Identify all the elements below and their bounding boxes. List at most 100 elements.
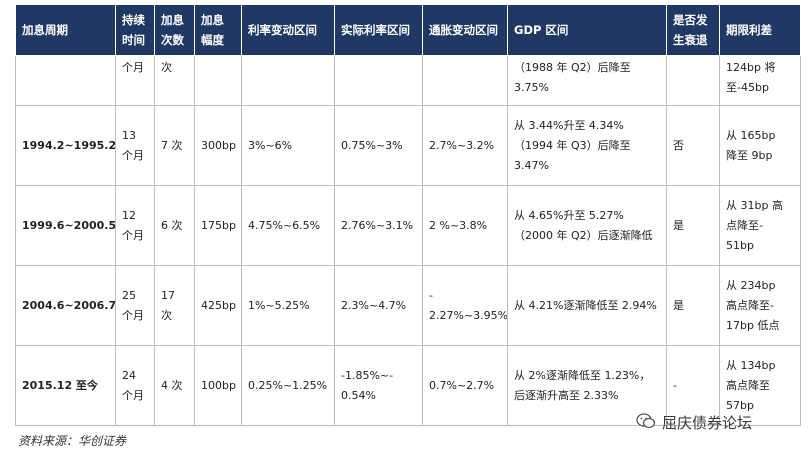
cell-text: 17bp 低点 (726, 318, 780, 332)
cell-rate-range (241, 55, 335, 106)
source-note: 资料来源：华创证券 (18, 434, 127, 448)
cell-text: 点降至- (726, 218, 763, 232)
cell-inflation-range (422, 55, 508, 106)
cell-rate-range: 1%~5.25% (241, 265, 335, 346)
cell-text: 1994.2~1995.2 (22, 138, 116, 152)
header-gdp-range: GDP 区间 (507, 4, 667, 56)
cell-term-spread: 从 165bp 降至 9bp (719, 105, 801, 186)
cell-hike-count: 6 次 (154, 185, 195, 266)
header-row: 加息周期 持续 时间 加息 次数 加息 幅度 利率变动区间 实际利率区间 通胀变动区间… (15, 4, 801, 56)
cell-hike-size (194, 55, 242, 106)
cell-text: 0.25%~1.25% (248, 378, 328, 392)
cell-text: 从 234bp (726, 278, 776, 292)
header-hike-count: 加息 次数 (154, 4, 195, 56)
header-text: GDP 区间 (514, 23, 569, 37)
cell-text: 高点降至 (726, 378, 770, 392)
cell-text: 从 2%逐渐降低至 1.23%， (514, 368, 651, 382)
cell-text: 从 31bp 高 (726, 198, 783, 212)
cell-term-spread: 从 134bp 高点降至 57bp (719, 345, 801, 426)
cell-text: 2.7%~3.2% (429, 138, 495, 152)
cell-text: （1994 年 Q3）后降至 (514, 138, 631, 152)
cell-text: 124bp 将 (726, 61, 776, 74)
cell-text: 从 3.44%升至 4.34% (514, 118, 624, 132)
header-recession: 是否发 生衰退 (666, 4, 720, 56)
cell-text: 57bp (726, 398, 754, 412)
cell-text: 0.75%~3% (341, 138, 403, 152)
cell-text: 个月 (122, 148, 144, 162)
cell-text: 从 4.65%升至 5.27% (514, 208, 624, 222)
cell-recession: 否 (666, 105, 720, 186)
header-real-rate-range: 实际利率区间 (334, 4, 423, 56)
cell-real-rate-range: 0.75%~3% (334, 105, 423, 186)
cell-text: -1.85%~- (341, 368, 394, 382)
cell-text: 从 134bp (726, 358, 776, 372)
cell-text: 0.7%~2.7% (429, 378, 495, 392)
cell-recession (666, 55, 720, 106)
cell-text: 后逐渐升高至 2.33% (514, 388, 619, 402)
cell-text: 24 (122, 368, 136, 382)
table-row: 2015.12 至今 24 个月 4 次 100bp 0.25%~1.25% -1… (15, 345, 801, 426)
cell-text: 2.76%~3.1% (341, 218, 414, 232)
header-text: 期限利差 (726, 23, 772, 37)
cell-rate-range: 0.25%~1.25% (241, 345, 335, 426)
cell-text: 13 (122, 128, 136, 142)
header-text: 生衰退 (673, 33, 708, 47)
cell-text: 17 (161, 288, 175, 302)
table-row: 1994.2~1995.2 13 个月 7 次 300bp 3%~6% 0.75%… (15, 105, 801, 186)
cell-duration: 25 个月 (115, 265, 155, 346)
cell-recession: 是 (666, 185, 720, 266)
header-text: 是否发 (673, 13, 708, 27)
cell-text: 2.27%~3.95% (429, 308, 508, 322)
cell-text: 1999.6~2000.5 (22, 218, 116, 232)
header-text: 时间 (122, 33, 145, 47)
cell-term-spread: 从 31bp 高点降至- 51bp (719, 185, 801, 266)
cell-text: 1%~5.25% (248, 298, 310, 312)
cell-duration: 12 个月 (115, 185, 155, 266)
cell-period: 2015.12 至今 (15, 345, 116, 426)
wechat-icon (636, 412, 656, 433)
cell-text: 425bp (201, 298, 236, 312)
cell-hike-count: 次 (154, 55, 195, 106)
table-row: 个月 次 （1988 年 Q2）后降至 3.75% 124bp 将至-45bp (15, 55, 801, 106)
cell-text: 从 165bp (726, 128, 776, 142)
cell-duration: 个月 (115, 55, 155, 106)
cell-period: 1994.2~1995.2 (15, 105, 116, 186)
cell-text: 2004.6~2006.7 (22, 298, 116, 312)
header-text: 持续 (122, 13, 145, 27)
cell-text: 300bp (201, 138, 236, 152)
header-text: 幅度 (201, 33, 224, 47)
cell-recession: 是 (666, 265, 720, 346)
cell-text: 高点降至- (726, 298, 774, 312)
cell-gdp-range: 从 4.65%升至 5.27% （2000 年 Q2）后逐渐降低 (507, 185, 667, 266)
cell-text: （2000 年 Q2）后逐渐降低 (514, 228, 653, 242)
header-term-spread: 期限利差 (719, 4, 801, 56)
cell-text: 3.75% (514, 81, 549, 94)
cell-real-rate-range: 2.76%~3.1% (334, 185, 423, 266)
cell-rate-range: 3%~6% (241, 105, 335, 186)
cell-term-spread: 124bp 将至-45bp (719, 55, 801, 106)
header-text: 加息周期 (22, 23, 68, 37)
cell-text: 是 (673, 298, 684, 312)
cell-text: （1988 年 Q2）后降至 (514, 61, 631, 74)
cell-text: 次 (161, 308, 172, 322)
cell-text: 7 次 (161, 138, 183, 152)
watermark-text: 屈庆债券论坛 (662, 414, 753, 432)
cell-gdp-range: 从 3.44%升至 4.34% （1994 年 Q3）后降至 3.47% (507, 105, 667, 186)
cell-text: 6 次 (161, 218, 183, 232)
cell-duration: 13 个月 (115, 105, 155, 186)
cell-gdp-range: （1988 年 Q2）后降至 3.75% (507, 55, 667, 106)
cell-text: 175bp (201, 218, 236, 232)
cell-text: 2015.12 至今 (22, 378, 98, 392)
cell-real-rate-range (334, 55, 423, 106)
header-text: 次数 (161, 33, 184, 47)
header-text: 加息 (161, 13, 184, 27)
cell-text: 从 4.21%逐渐降低至 2.94% (514, 298, 657, 312)
rate-hike-cycles-table: 加息周期 持续 时间 加息 次数 加息 幅度 利率变动区间 实际利率区间 通胀变动区间… (15, 4, 801, 426)
header-hike-cycle: 加息周期 (15, 4, 116, 56)
cell-hike-count: 7 次 (154, 105, 195, 186)
cell-text: 4 次 (161, 378, 183, 392)
cell-real-rate-range: 2.3%~4.7% (334, 265, 423, 346)
cell-hike-count: 4 次 (154, 345, 195, 426)
cell-gdp-range: 从 4.21%逐渐降低至 2.94% (507, 265, 667, 346)
cell-text: 3%~6% (248, 138, 293, 152)
